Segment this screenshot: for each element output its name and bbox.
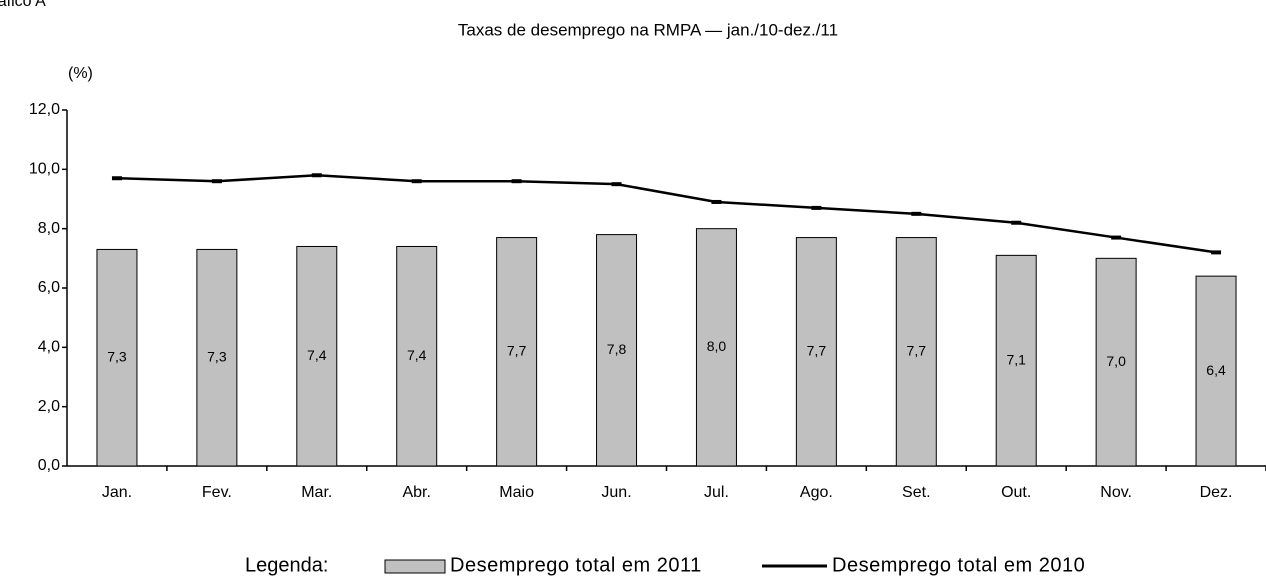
- value-label: 7,3: [207, 348, 227, 364]
- y-tick-label: 2,0: [38, 398, 60, 415]
- bar: [1095, 257, 1137, 467]
- x-tick-label: Maio: [499, 484, 534, 501]
- value-label: 7,3: [107, 348, 127, 364]
- y-tick-label: 12,0: [29, 101, 60, 118]
- x-tick-label: Jul.: [704, 484, 729, 501]
- y-axis-label: (%): [68, 65, 93, 82]
- figure-label: Gráfico A: [0, 0, 46, 10]
- x-tick-label: Abr.: [402, 484, 430, 501]
- y-tick-label: 0,0: [38, 457, 60, 474]
- legend-title: Legenda:: [245, 554, 328, 576]
- value-label: 7,7: [807, 342, 827, 358]
- bar: [496, 237, 538, 467]
- x-tick-label: Set.: [902, 484, 930, 501]
- bar: [396, 245, 438, 467]
- x-tick-label: Ago.: [800, 484, 833, 501]
- x-tick-label: Mar.: [301, 484, 332, 501]
- y-tick-label: 8,0: [38, 220, 60, 237]
- bar: [296, 245, 338, 467]
- bar: [995, 254, 1037, 467]
- legend-swatch: [384, 559, 446, 574]
- value-label: 7,4: [307, 347, 327, 363]
- line: [116, 174, 1217, 254]
- value-label: 6,4: [1206, 362, 1226, 378]
- x-tick-label: Dez.: [1200, 484, 1233, 501]
- legend-label: Desemprego total em 2010: [832, 554, 1085, 576]
- value-label: 8,0: [707, 338, 727, 354]
- x-tick-label: Nov.: [1100, 484, 1132, 501]
- bar: [695, 228, 737, 467]
- bar: [795, 237, 837, 467]
- x-tick-label: Fev.: [202, 484, 232, 501]
- bar: [895, 237, 937, 467]
- value-label: 7,0: [1106, 353, 1126, 369]
- y-tick-label: 6,0: [38, 279, 60, 296]
- y-tick-label: 4,0: [38, 339, 60, 356]
- bar: [96, 248, 138, 467]
- value-label: 7,8: [607, 341, 627, 357]
- legend-label: Desemprego total em 2011: [450, 554, 702, 576]
- chart-title: Taxas de desemprego na RMPA — jan./10-de…: [458, 20, 838, 39]
- value-label: 7,7: [507, 342, 527, 358]
- x-tick-label: Jun.: [601, 484, 631, 501]
- bar: [1195, 275, 1237, 467]
- value-label: 7,7: [907, 342, 927, 358]
- x-tick-label: Out.: [1001, 484, 1031, 501]
- value-label: 7,1: [1006, 351, 1026, 367]
- bar: [596, 234, 638, 467]
- value-label: 7,4: [407, 347, 427, 363]
- y-tick-label: 10,0: [29, 161, 60, 178]
- bar: [196, 248, 238, 467]
- x-tick-label: Jan.: [102, 484, 132, 501]
